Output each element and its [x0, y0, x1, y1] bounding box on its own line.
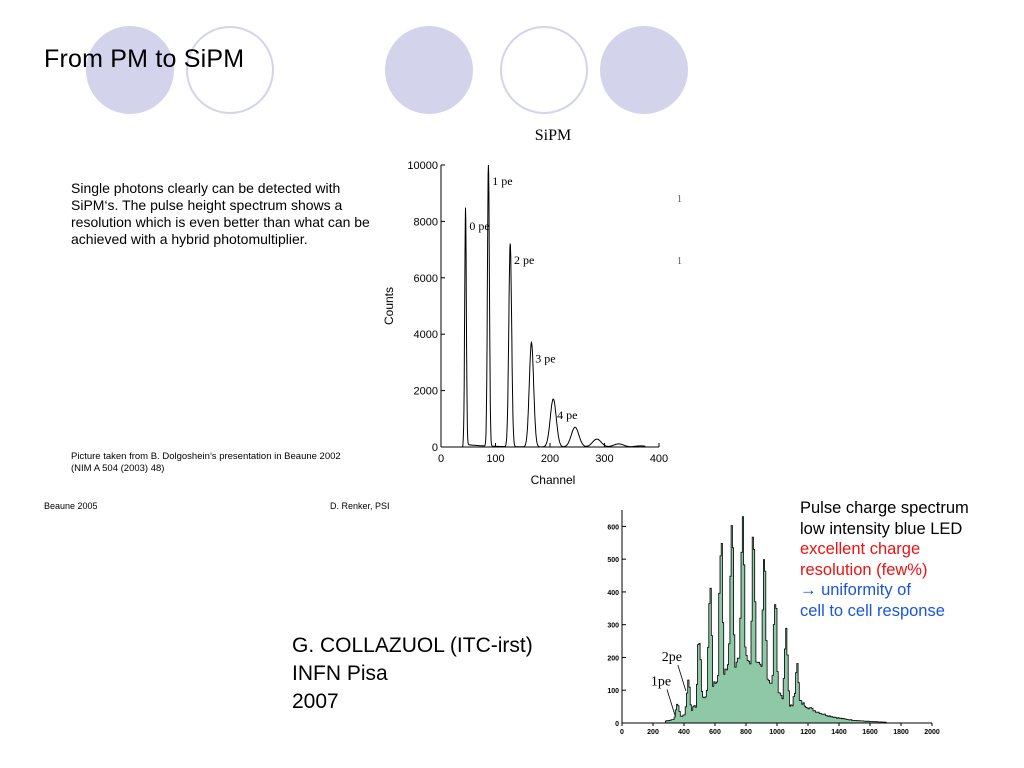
decor-circle-2 — [186, 26, 274, 114]
y-tick-label: 10000 — [407, 160, 438, 172]
x-tick-label: 1800 — [893, 729, 909, 736]
x-tick-label: 0 — [620, 729, 624, 736]
decor-circle-5 — [600, 26, 688, 114]
x-tick-label: 300 — [595, 453, 613, 465]
x-tick-label: 400 — [678, 729, 690, 736]
x-tick-label: 200 — [647, 729, 659, 736]
x-axis-label: Channel — [531, 473, 576, 487]
footer-left: Beaune 2005 — [44, 501, 98, 511]
y-tick-label: 500 — [607, 557, 619, 564]
x-tick-label: 1400 — [831, 729, 847, 736]
x-tick-label: 1000 — [769, 729, 785, 736]
charge-spectrum-series — [665, 516, 888, 724]
y-tick-label: 0 — [615, 721, 619, 728]
y-tick-label: 200 — [607, 655, 619, 662]
caption-line-2: (NIM A 504 (2003) 48) — [71, 463, 165, 474]
peak-label: 0 pe — [469, 219, 489, 233]
credit-line-2: INFN Pisa — [292, 662, 388, 685]
credit-line-3: 2007 — [292, 690, 339, 713]
credit-line-1: G. COLLAZUOL (ITC-irst) — [292, 634, 533, 657]
author-credit: G. COLLAZUOL (ITC-irst) INFN Pisa 2007 — [292, 632, 533, 716]
y-tick-label: 600 — [607, 524, 619, 531]
caption-line-1: Picture taken from B. Dolgoshein’s prese… — [71, 451, 341, 462]
decor-circle-1 — [86, 26, 174, 114]
x-tick-label: 1200 — [800, 729, 816, 736]
pulse-charge-spectrum-chart: 0 100 200 300 400 500 600 0 200 400 600 800 1000 1200… — [607, 510, 940, 736]
decor-circle-4 — [500, 26, 588, 114]
chart-title: SiPM — [535, 127, 571, 144]
y-tick-label: 2000 — [414, 386, 438, 398]
peak-label: 2 pe — [514, 253, 534, 267]
y-tick-label: 400 — [607, 590, 619, 597]
footer-center: D. Renker, PSI — [330, 501, 390, 511]
spectrum-series-line — [454, 164, 646, 448]
annotation-line-3: excellent charge — [800, 540, 921, 558]
peak-pointer — [677, 664, 687, 692]
y-tick-label: 300 — [607, 623, 619, 630]
annotation-line-2: low intensity blue LED — [800, 519, 963, 538]
body-text: Single photons clearly can be detected w… — [71, 180, 370, 247]
x-tick-label: 0 — [438, 453, 444, 465]
peak-pointer — [666, 689, 676, 716]
x-tick-label: 400 — [650, 453, 668, 465]
x-tick-label: 1600 — [862, 729, 878, 736]
peak-label: 3 pe — [535, 352, 555, 366]
y-tick-label: 6000 — [414, 273, 438, 285]
margin-mark: 1 — [677, 256, 682, 267]
annotation-line-6: cell to cell response — [800, 601, 945, 620]
image-caption: Picture taken from B. Dolgoshein’s prese… — [71, 451, 371, 475]
y-tick-label: 4000 — [414, 329, 438, 341]
y-tick-label: 0 — [432, 442, 438, 454]
x-tick-label: 2000 — [924, 729, 940, 736]
y-axis-label: Counts — [382, 287, 396, 325]
annotation-line-1: Pulse charge spectrum — [800, 499, 969, 517]
annotation-line-5: → uniformity of — [800, 581, 911, 599]
slide-title: From PM to SiPM — [44, 45, 245, 73]
margin-mark: 1 — [677, 194, 682, 205]
x-tick-label: 600 — [709, 729, 721, 736]
annotation-line-4: resolution (few%) — [800, 560, 928, 579]
y-tick-label: 100 — [607, 688, 619, 695]
peak-label: 1pe — [651, 675, 671, 690]
decor-circle-3 — [385, 26, 473, 114]
sipm-spectrum-chart: SiPM 0 2000 4000 6000 8000 10000 0 100 200 300 400 C… — [382, 127, 682, 487]
x-tick-label: 100 — [486, 453, 504, 465]
x-tick-label: 800 — [740, 729, 752, 736]
x-tick-label: 200 — [541, 453, 559, 465]
peak-label: 2pe — [662, 650, 682, 665]
y-tick-label: 8000 — [414, 216, 438, 228]
peak-label: 4 pe — [557, 408, 577, 422]
peak-label: 1 pe — [492, 174, 512, 188]
spectrum-annotation: Pulse charge spectrum low intensity blue… — [800, 498, 969, 621]
